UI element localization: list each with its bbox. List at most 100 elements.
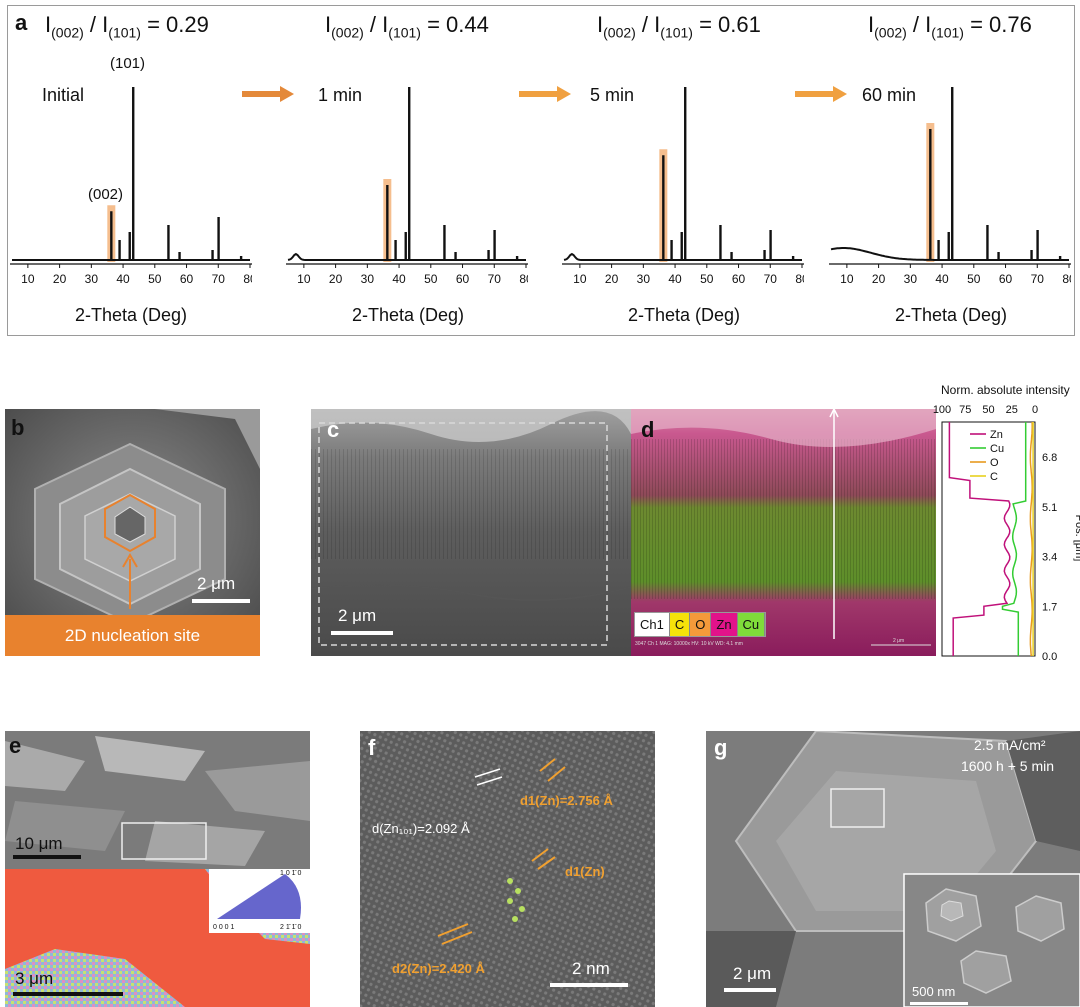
profile-x-tick: 0 [1032,404,1038,416]
x-tick-label: 30 [361,272,375,286]
ipf-label-1010: 1 0 1̄ 0 [280,870,302,877]
panel-b-sem-image: b 2 μm 2D nucleation site [5,409,260,656]
eds-scale-label: 2 μm [893,638,905,644]
panel-d-eds-map: d Ch1 C O Zn Cu 3047 Ch 1 MAG: 10000x HV… [631,409,936,656]
profile-x-tick: 25 [1006,404,1018,416]
panel-g-sem-image: g 2.5 mA/cm² 1600 h + 5 min 2 μm 500 nm [706,731,1080,1007]
x-axis-title: 2-Theta (Deg) [628,305,741,325]
xrd-baseline [563,252,802,261]
x-tick-label: 70 [488,272,502,286]
x-axis-title: 2-Theta (Deg) [75,305,188,325]
scale-bar-label: 2 μm [338,606,377,625]
panel-a-frame [7,5,1075,336]
ratio-header-1: I(002) / I(101) = 0.29 [45,12,209,41]
xrd-chart-initial: 10 20 30 40 50 60 70 80 [10,87,252,286]
current-density-label: 2.5 mA/cm² [974,737,1046,753]
panel-c-sem-image: c 2 μm [311,409,631,656]
x-tick-label: 30 [637,272,651,286]
d-zn101-label: d(Zn₁₀₁)=2.092 Å [372,821,470,836]
x-tick-label: 80 [519,272,528,286]
legend-o: O [690,613,712,636]
x-tick-label: 20 [329,272,343,286]
ratio-header-4: I(002) / I(101) = 0.76 [868,12,1032,41]
ratio-header-3: I(002) / I(101) = 0.61 [597,12,761,41]
scale-bar [192,599,250,603]
scale-bar-label: 10 μm [15,834,63,853]
profile-y-tick: 5.1 [1042,502,1057,514]
x-tick-label: 70 [764,272,778,286]
profile-frame [941,421,1036,657]
xrd-chart-1min: 10 20 30 40 50 60 70 80 [286,87,528,286]
profile-series-o [1029,421,1033,657]
x-axis-title: 2-Theta (Deg) [352,305,465,325]
profile-x-tick: 50 [982,404,994,416]
d1-label-a: d1(Zn)=2.756 Å [520,793,613,808]
scale-bar [550,983,628,987]
x-tick-label: 80 [1062,272,1071,286]
profile-y-tick: 0.0 [1042,651,1057,663]
time-label-1min: 1 min [318,85,363,105]
legend-cu: Cu [737,613,766,636]
x-tick-label: 40 [935,272,949,286]
profile-legend-label: Cu [990,443,1004,455]
x-tick-label: 10 [297,272,311,286]
profile-x-tick: 75 [959,404,971,416]
x-tick-label: 30 [904,272,918,286]
x-tick-label: 20 [605,272,619,286]
x-tick-label: 80 [795,272,804,286]
x-tick-label: 60 [999,272,1013,286]
arrow-icon [519,86,571,102]
x-tick-label: 10 [840,272,854,286]
x-tick-label: 60 [180,272,194,286]
profile-y-tick: 3.4 [1042,552,1057,564]
line-profile-chart: 100 75 50 25 0 6.8 5.1 3.4 1.7 0.0 Pos. [μm] Zn Cu OC [933,404,1080,663]
x-tick-label: 30 [85,272,99,286]
scale-bar [13,992,123,996]
peak-label-101: (101) [110,55,146,72]
legend-c: C [669,613,691,636]
time-label-60min: 60 min [862,85,917,105]
profile-x-tick: 100 [933,404,951,416]
xrd-chart-5min: 10 20 30 40 50 60 70 80 [562,87,804,286]
panel-e-label: e [9,733,22,758]
panel-b-label: b [11,415,25,440]
arrow-icon [795,86,847,102]
profile-legend-label: O [990,457,999,469]
ipf-label-0001: 0 0 0 1 [213,924,235,931]
x-axis-title: 2-Theta (Deg) [895,305,1008,325]
d2-label: d2(Zn)=2.420 Å [392,961,485,976]
eds-footer: 3047 Ch 1 MAG: 10000x HV: 10 kV WD: 4.1 … [635,641,743,647]
xrd-baseline [287,252,526,261]
panel-f-label: f [368,735,376,760]
xrd-baseline [830,247,1069,261]
x-tick-label: 50 [148,272,162,286]
scale-bar [13,855,81,859]
x-tick-label: 80 [243,272,252,286]
panel-c-label: c [327,417,340,442]
scale-bar-label: 2 nm [572,959,610,978]
time-label-initial: Initial [42,85,85,105]
x-tick-label: 40 [116,272,130,286]
element-legend: Ch1 C O Zn Cu [634,612,767,637]
nucleation-site-banner: 2D nucleation site [5,615,260,656]
x-tick-label: 50 [967,272,981,286]
x-tick-label: 50 [424,272,438,286]
panel-d-label: d [641,417,655,442]
scale-bar-label: 3 μm [15,969,54,988]
duration-label: 1600 h + 5 min [961,758,1055,774]
profile-y-tick: 6.8 [1042,452,1057,464]
scale-bar [724,988,776,992]
ipf-label-2110: 2 1̄ 1̄ 0 [280,924,302,931]
profile-legend-label: Zn [990,429,1003,441]
scale-bar [331,631,393,635]
legend-ch1: Ch1 [635,613,670,636]
ratio-header-2: I(002) / I(101) = 0.44 [325,12,489,41]
panel-a-label: a [15,10,28,35]
x-tick-label: 60 [732,272,746,286]
x-tick-label: 40 [392,272,406,286]
profile-legend-label: C [990,471,998,483]
profile-series-zn [948,422,1011,656]
profile-y-tick: 1.7 [1042,601,1057,613]
x-tick-label: 60 [456,272,470,286]
panel-g-label: g [714,735,728,760]
